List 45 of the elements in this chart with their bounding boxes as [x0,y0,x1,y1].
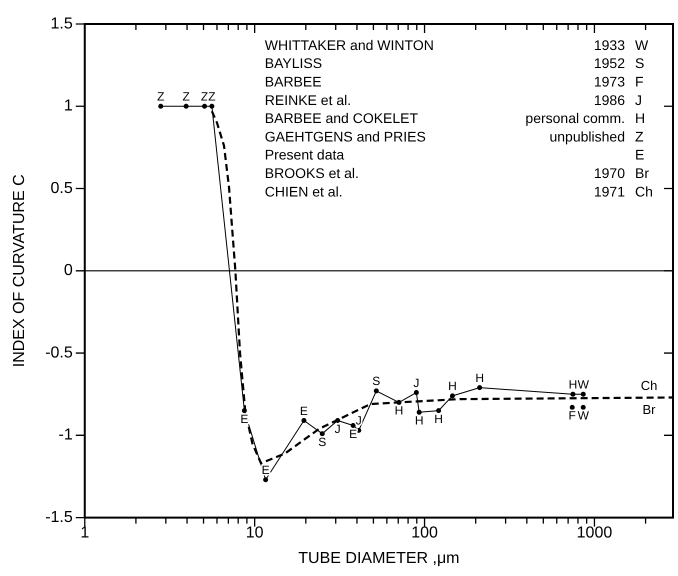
text: GAEHTGENS and PRIES unpublished Z [264,128,644,144]
data-label: Z [157,90,164,104]
text: CHIEN et al. 1971 Ch [264,183,653,200]
data-label: S [318,435,326,449]
y-tick-label: -1.5 [45,509,73,526]
x-tick-label: 1000 [576,524,612,542]
data-label: H [475,370,484,385]
y-tick-label: 1 [64,98,73,115]
data-label: W [578,408,590,423]
text: BARBEE and COKELET personal comm. H [264,110,646,126]
text: BARBEE 1973 F [264,73,644,90]
data-label: H [448,379,457,394]
annotation: Ch [640,378,658,394]
y-tick-label: 1.5 [50,15,73,32]
text: WHITTAKER and WINTON 1933 W [264,36,648,53]
text: REINKE et al. 1986 J [264,92,642,108]
x-axis-title: TUBE DIAMETER ,μm [298,550,460,567]
data-label: Z [200,90,208,104]
data-label: E [349,426,358,441]
data-label: E [300,404,308,418]
data-label: H [394,404,404,418]
data-label: H [568,378,578,392]
y-tick-label: 0.5 [50,180,73,197]
y-tick-label: 0 [64,262,73,280]
data-label: E [262,463,270,478]
text: Present data E [264,146,644,163]
data-label: J [356,414,362,428]
x-tick-label: 1 [80,524,90,542]
data-label: J [334,422,341,436]
data-label: J [413,376,420,390]
data-label: S [372,374,380,388]
text: BROOKS et al. 1970 Br [264,164,649,181]
y-tick-label: -0.5 [45,344,73,362]
data-label: H [414,414,424,428]
annotation: Br [642,402,656,418]
data-label: Z [208,90,216,104]
data-label: Z [182,90,190,104]
y-axis-title: INDEX OF CURVATURE C [11,174,28,368]
x-tick-label: 10 [246,524,264,542]
text: BAYLISS 1952 S [264,55,644,72]
x-tick-label: 100 [411,524,438,542]
data-label: H [434,412,443,426]
y-tick-label: -1 [58,426,73,444]
data-label: F [568,408,576,423]
data-label: W [578,378,590,392]
